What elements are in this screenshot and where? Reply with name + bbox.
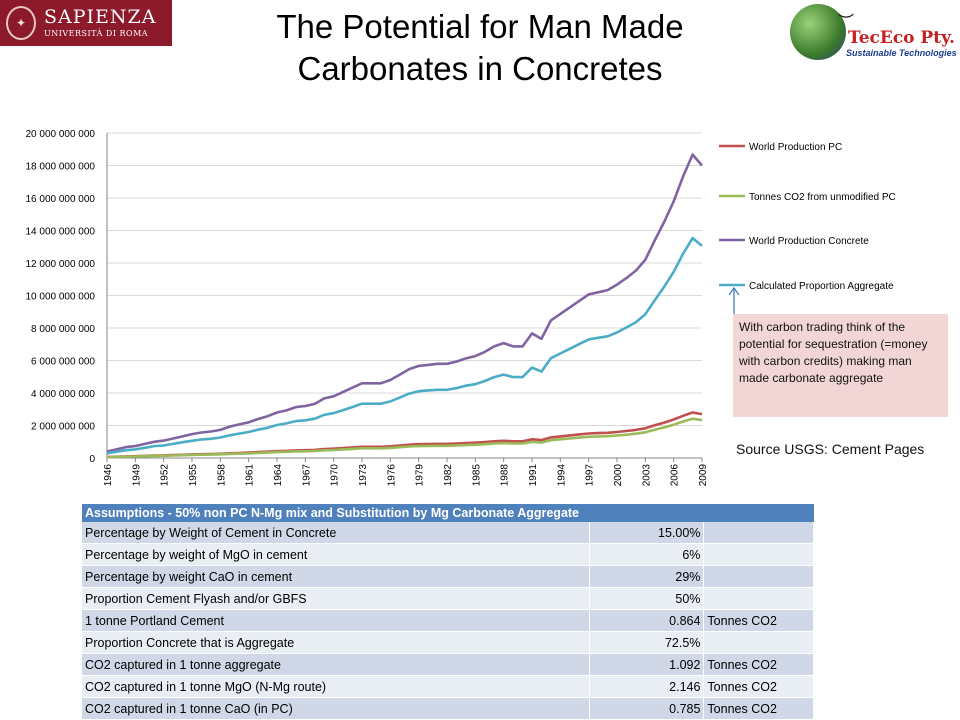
legend-entry: Calculated Proportion Aggregate [749, 281, 894, 292]
x-tick-label: 1964 [273, 464, 284, 487]
table-row: Percentage by weight of MgO in cement 6% [82, 543, 814, 566]
assumption-unit [703, 631, 814, 654]
assumption-label: Proportion Concrete that is Aggregate [82, 631, 591, 654]
assumption-label: Percentage by weight of MgO in cement [82, 543, 591, 566]
logo-left-sub: UNIVERSITÀ DI ROMA [44, 29, 149, 38]
assumption-label: CO2 captured in 1 tonne CaO (in PC) [82, 697, 591, 720]
production-line-chart: 0 2 000 000 000 4 000 000 000 6 000 000 000… [25, 129, 896, 487]
assumption-unit [703, 587, 814, 610]
globe-icon [790, 4, 846, 60]
x-tick-label: 1991 [528, 464, 539, 487]
bird-icon: ︶ [838, 14, 855, 31]
x-tick-label: 1979 [415, 464, 426, 487]
x-tick-label: 1976 [386, 464, 397, 487]
y-tick-label: 2 000 000 000 [31, 422, 95, 433]
x-tick-label: 2003 [641, 464, 652, 487]
x-tick-label: 1946 [103, 464, 114, 487]
assumption-unit: Tonnes CO2 [703, 697, 814, 720]
assumption-value: 1.092 [589, 653, 705, 676]
x-tick-label: 1997 [585, 464, 596, 487]
table-row: CO2 captured in 1 tonne MgO (N-Mg route)… [82, 675, 814, 698]
series-line-4 [106, 236, 703, 455]
assumption-unit [703, 543, 814, 566]
assumption-unit: Tonnes CO2 [703, 675, 814, 698]
x-tick-label: 1994 [556, 464, 567, 487]
assumption-label: Proportion Cement Flyash and/or GBFS [82, 587, 591, 610]
legend-entry: World Production PC [749, 142, 842, 153]
x-tick-label: 1958 [216, 464, 227, 487]
y-tick-label: 16 000 000 000 [25, 194, 95, 205]
legend-entry: World Production Concrete [749, 236, 869, 247]
series-line-2 [106, 417, 703, 459]
source-note: Source USGS: Cement Pages [736, 441, 925, 457]
x-tick-label: 1961 [245, 464, 256, 487]
logo-right-tag: Sustainable Technologies [846, 48, 957, 58]
table-row: Proportion Cement Flyash and/or GBFS 50% [82, 587, 814, 610]
assumption-value: 0.785 [589, 697, 705, 720]
assumption-value: 0.864 [589, 609, 705, 632]
sapienza-logo: ✦ SAPIENZA UNIVERSITÀ DI ROMA [0, 0, 172, 46]
assumption-value: 72.5% [589, 631, 705, 654]
assumption-label: 1 tonne Portland Cement [82, 609, 591, 632]
assumption-value: 2.146 [589, 675, 705, 698]
assumption-label: CO2 captured in 1 tonne aggregate [82, 653, 591, 676]
table-row: 1 tonne Portland Cement 0.864 Tonnes CO2 [82, 609, 814, 632]
assumption-unit: Tonnes CO2 [703, 653, 814, 676]
table-row: Percentage by Weight of Cement in Concre… [82, 522, 814, 544]
assumption-value: 6% [589, 543, 705, 566]
assumption-unit [703, 565, 814, 588]
x-tick-label: 1988 [500, 464, 511, 487]
y-tick-label: 0 [89, 454, 95, 465]
assumption-label: CO2 captured in 1 tonne MgO (N-Mg route) [82, 675, 591, 698]
assumption-unit [703, 522, 814, 544]
y-tick-label: 10 000 000 000 [25, 292, 95, 303]
x-tick-label: 1967 [301, 464, 312, 487]
slide-title: The Potential for Man Made Carbonates in… [276, 8, 684, 87]
legend-entry: Tonnes CO2 from unmodified PC [749, 192, 896, 203]
assumptions-header-row: Assumptions - 50% non PC N-Mg mix and Su… [82, 504, 814, 522]
assumption-value: 29% [589, 565, 705, 588]
y-tick-label: 18 000 000 000 [25, 162, 95, 173]
assumption-value: 50% [589, 587, 705, 610]
x-tick-label: 2006 [670, 464, 681, 487]
x-tick-label: 2000 [613, 464, 624, 487]
table-row: Proportion Concrete that is Aggregate 72.… [82, 631, 814, 654]
y-tick-label: 6 000 000 000 [31, 357, 95, 368]
assumption-unit: Tonnes CO2 [703, 609, 814, 632]
tececo-logo: ︶ TecEco Pty. Ltd. Sustainable Technolog… [788, 4, 960, 66]
assumption-value: 15.00% [589, 522, 705, 544]
series-line-3 [106, 153, 703, 453]
logo-right-name: TecEco Pty. Ltd. [848, 28, 960, 48]
x-tick-label: 1970 [330, 464, 341, 487]
y-tick-label: 4 000 000 000 [31, 389, 95, 400]
x-tick-label: 1949 [131, 464, 142, 487]
university-seal-icon: ✦ [6, 6, 36, 40]
x-tick-label: 1973 [358, 464, 369, 487]
y-tick-label: 8 000 000 000 [31, 324, 95, 335]
x-tick-label: 1985 [471, 464, 482, 487]
table-row: CO2 captured in 1 tonne aggregate 1.092 To… [82, 653, 814, 676]
table-row: CO2 captured in 1 tonne CaO (in PC) 0.785… [82, 697, 814, 720]
assumption-label: Percentage by Weight of Cement in Concre… [82, 522, 591, 544]
x-tick-label: 2009 [698, 464, 709, 487]
assumptions-header: Assumptions - 50% non PC N-Mg mix and Su… [82, 504, 814, 522]
logo-left-name: SAPIENZA [44, 6, 157, 28]
y-tick-label: 12 000 000 000 [25, 259, 95, 270]
x-tick-label: 1952 [160, 464, 171, 487]
callout-arrow-icon [728, 286, 740, 315]
x-tick-label: 1982 [443, 464, 454, 487]
x-tick-label: 1955 [188, 464, 199, 487]
table-row: Percentage by weight CaO in cement 29% [82, 565, 814, 588]
y-tick-label: 20 000 000 000 [25, 129, 95, 140]
carbon-trading-callout: With carbon trading think of the potenti… [733, 314, 948, 417]
assumption-label: Percentage by weight CaO in cement [82, 565, 591, 588]
assumptions-table: Assumptions - 50% non PC N-Mg mix and Su… [82, 504, 814, 720]
y-tick-label: 14 000 000 000 [25, 227, 95, 238]
